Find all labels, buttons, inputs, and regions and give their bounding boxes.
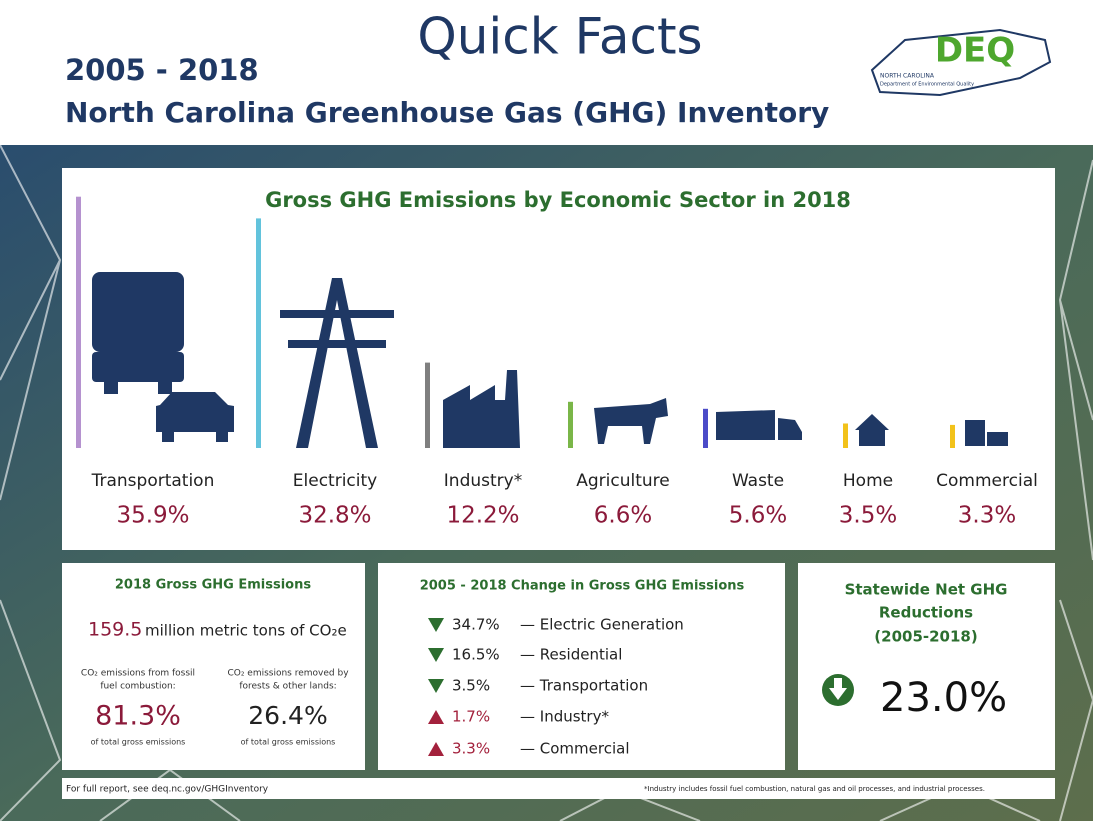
emissions-total: 159.5 xyxy=(88,619,142,641)
change-arrow xyxy=(428,710,444,724)
years: 2005 - 2018 xyxy=(65,53,259,87)
sector-bar xyxy=(950,424,955,448)
net-line: (2005-2018) xyxy=(874,628,977,646)
sector-bar xyxy=(425,362,430,448)
sector-value: 3.5% xyxy=(839,503,897,529)
left-line: fuel combustion: xyxy=(100,682,175,692)
subtitle: North Carolina Greenhouse Gas (GHG) Inve… xyxy=(65,96,829,129)
emissions-unit: million metric tons of CO₂e xyxy=(145,622,347,640)
sector-value: 32.8% xyxy=(298,503,371,529)
sector-bar xyxy=(843,423,848,448)
sector-name: Transportation xyxy=(91,471,215,491)
sector-name: Agriculture xyxy=(576,471,670,491)
title: Quick Facts xyxy=(417,8,702,66)
change-arrow xyxy=(428,618,444,632)
change-arrow xyxy=(428,679,444,693)
change-value: 3.5% xyxy=(452,677,490,695)
footer xyxy=(62,778,1055,799)
net-panel xyxy=(798,563,1055,770)
logo-state: NORTH CAROLINA xyxy=(880,73,935,80)
right-note: of total gross emissions xyxy=(241,738,336,747)
sector-name: Home xyxy=(843,471,893,491)
sector-bar xyxy=(256,218,261,448)
change-name: — Electric Generation xyxy=(520,616,684,634)
sector-title: Gross GHG Emissions by Economic Sector i… xyxy=(265,188,851,212)
change-value: 16.5% xyxy=(452,646,500,664)
sector-value: 35.9% xyxy=(116,503,189,529)
sectors: Transportation 35.9% Electricity 32.8% Indus… xyxy=(76,196,1038,529)
sector-panel xyxy=(62,168,1055,550)
sector-value: 6.6% xyxy=(594,503,652,529)
left-value: 81.3% xyxy=(95,701,181,732)
change-rows: 34.7% — Electric Generation 16.5% — Residen… xyxy=(428,616,684,758)
sector-bar xyxy=(568,401,573,448)
sector-value: 12.2% xyxy=(446,503,519,529)
net-line: Statewide Net GHG xyxy=(845,581,1008,599)
net-line: Reductions xyxy=(879,604,973,622)
sector-name: Industry* xyxy=(444,471,522,491)
left-line: CO₂ emissions from fossil xyxy=(81,669,195,679)
sector-name: Electricity xyxy=(293,471,377,491)
right-line: CO₂ emissions removed by xyxy=(227,669,349,679)
change-arrow xyxy=(428,648,444,662)
footer-right: *Industry includes fossil fuel combustio… xyxy=(644,785,985,793)
change-title: 2005 - 2018 Change in Gross GHG Emission… xyxy=(420,579,745,594)
change-arrow xyxy=(428,742,444,756)
emissions-panel xyxy=(62,563,365,770)
sector-bar xyxy=(703,408,708,448)
change-name: — Transportation xyxy=(520,677,648,695)
right-line: forests & other lands: xyxy=(239,682,336,692)
change-name: — Commercial xyxy=(520,740,629,758)
sector-name: Waste xyxy=(732,471,784,491)
sector-value: 5.6% xyxy=(729,503,787,529)
logo: DEQ NORTH CAROLINA Department of Environ… xyxy=(870,28,1052,97)
emissions-title: 2018 Gross GHG Emissions xyxy=(115,578,311,593)
right-value: 26.4% xyxy=(248,701,327,730)
logo-agency: Department of Environmental Quality xyxy=(880,82,974,88)
change-value: 1.7% xyxy=(452,708,490,726)
sector-icons xyxy=(92,272,1008,448)
change-panel xyxy=(378,563,785,770)
net-value: 23.0% xyxy=(880,675,1007,721)
change-value: 34.7% xyxy=(452,616,500,634)
change-name: — Residential xyxy=(520,646,622,664)
change-name: — Industry* xyxy=(520,708,609,726)
sector-value: 3.3% xyxy=(958,503,1016,529)
left-note: of total gross emissions xyxy=(91,738,186,747)
down-icon xyxy=(822,674,854,706)
sector-name: Commercial xyxy=(936,471,1038,491)
logo-name: DEQ xyxy=(935,31,1015,71)
footer-left: For full report, see deq.nc.gov/GHGInven… xyxy=(66,785,269,795)
change-value: 3.3% xyxy=(452,740,490,758)
sector-bar xyxy=(76,196,81,448)
